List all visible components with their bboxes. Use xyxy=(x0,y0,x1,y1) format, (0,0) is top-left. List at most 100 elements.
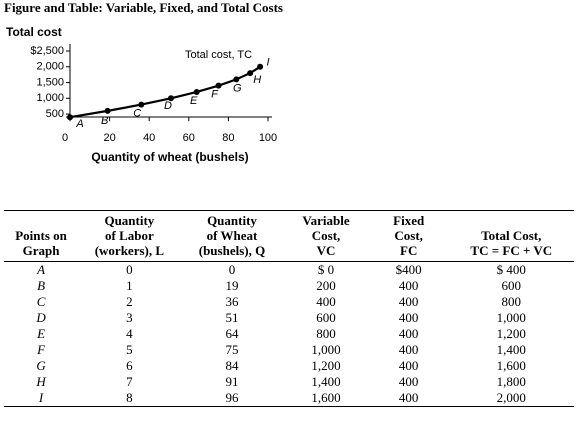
table-cell: 51 xyxy=(225,310,239,325)
table-cell: 1,000 xyxy=(496,310,526,325)
table-cell: 19 xyxy=(225,278,239,293)
point xyxy=(247,70,254,77)
table-cell: 91 xyxy=(225,374,239,389)
table-cell: 400 xyxy=(398,310,419,325)
header-line: Variable xyxy=(302,213,350,228)
table-cell: 200 xyxy=(316,278,336,293)
point-label: C xyxy=(133,107,141,119)
table-cell: 800 xyxy=(316,326,336,341)
table-row: D 3 51 600 400 1,000 xyxy=(4,310,574,326)
table-cell: 2,000 xyxy=(496,390,526,405)
table-cell: 4 xyxy=(126,326,133,341)
table-cell: $400 xyxy=(395,262,422,277)
header-line: Cost, xyxy=(311,228,341,243)
x-tick-label: 0 xyxy=(62,132,68,144)
header-cell: Fixed Cost, FC xyxy=(368,210,449,262)
table-cell: 400 xyxy=(398,374,419,389)
table-cell: 96 xyxy=(225,390,239,405)
table-cell: 1,400 xyxy=(496,342,526,357)
table-cell: I xyxy=(38,390,44,405)
point xyxy=(167,95,174,102)
y-tick-label: 500 xyxy=(46,108,64,120)
header-line: VC xyxy=(316,243,336,258)
point xyxy=(215,82,222,89)
header-cell: Variable Cost, VC xyxy=(283,210,369,262)
y-axis-label: Total cost xyxy=(6,25,62,39)
header-line: Points on xyxy=(15,228,67,243)
header-cell: Quantity of Wheat (bushels), Q xyxy=(180,210,284,262)
x-tick-label: 20 xyxy=(103,132,115,144)
x-axis-label: Quantity of wheat (bushels) xyxy=(91,150,248,164)
header-line: Fixed xyxy=(393,213,425,228)
table-cell: 75 xyxy=(225,342,239,357)
header-line: Quantity xyxy=(207,213,257,228)
table-cell: 7 xyxy=(126,374,133,389)
table-cell: 6 xyxy=(126,358,133,373)
table-cell: 1,400 xyxy=(311,374,341,389)
table-cell: 600 xyxy=(316,310,336,325)
header-line: Total Cost, xyxy=(481,228,542,243)
header-line: FC xyxy=(400,243,418,258)
point-label: D xyxy=(164,100,172,112)
chart: Figure and Table: Variable, Fixed, and T… xyxy=(4,0,283,164)
point-label: B xyxy=(101,115,108,127)
point-label: H xyxy=(253,74,261,86)
table-cell: 64 xyxy=(225,326,239,341)
table-cell: 8 xyxy=(126,390,133,405)
table-cell: 1,600 xyxy=(496,358,526,373)
table-cell: 0 xyxy=(228,262,236,277)
header-line: Quantity xyxy=(104,213,155,228)
table-cell: 400 xyxy=(316,294,336,309)
table-cell: 1,600 xyxy=(311,390,341,405)
figure-title: Figure and Table: Variable, Fixed, and T… xyxy=(4,0,283,15)
table-cell: E xyxy=(37,326,46,341)
header-line: TC = FC + VC xyxy=(470,243,553,258)
y-tick-label: 1,500 xyxy=(36,76,64,88)
table-cell: $ 400 xyxy=(496,262,526,277)
x-tick-label: 100 xyxy=(259,132,277,144)
table-cell: B xyxy=(37,278,46,293)
header-cell: Total Cost, TC = FC + VC xyxy=(448,210,574,262)
header-line: (bushels), Q xyxy=(198,243,266,258)
table-row: H 7 91 1,400 400 1,800 xyxy=(4,374,574,390)
table-cell: 400 xyxy=(398,358,419,373)
table-row: A 0 0 $ 0 $400 $ 400 xyxy=(4,262,574,279)
x-tick-label: 80 xyxy=(222,132,234,144)
table-cell: C xyxy=(36,294,46,309)
table-cell: A xyxy=(37,262,46,277)
table-cell: 600 xyxy=(501,278,522,293)
y-tick-label: $2,500 xyxy=(30,45,64,57)
point xyxy=(104,107,111,114)
point-label: F xyxy=(211,89,219,101)
x-tick-label: 40 xyxy=(143,132,155,144)
point xyxy=(233,76,240,83)
annotation: Total cost, TC xyxy=(185,49,252,61)
table-cell: H xyxy=(36,374,46,389)
point-label: G xyxy=(233,82,242,94)
header-cell: Quantity of Labor (workers), L xyxy=(78,210,181,262)
table-cell: F xyxy=(37,342,46,357)
table-cell: 5 xyxy=(126,342,133,357)
header-cell: Points on Graph xyxy=(4,210,79,262)
table-cell: 400 xyxy=(398,278,419,293)
table-cell: 400 xyxy=(398,326,419,341)
header-line: (workers), L xyxy=(94,243,165,258)
point xyxy=(67,114,73,121)
point-label: A xyxy=(75,118,83,130)
table-cell: 400 xyxy=(398,294,419,309)
table-cell: 400 xyxy=(398,390,419,405)
table-cell: 1,200 xyxy=(496,326,526,341)
table-cell: $ 0 xyxy=(317,262,335,277)
table-cell: 84 xyxy=(225,358,239,373)
table-row: C 2 36 400 400 800 xyxy=(4,294,574,310)
point-label: I xyxy=(267,57,270,69)
y-tick-label: 2,000 xyxy=(36,61,64,73)
point xyxy=(193,88,200,95)
table-row: B 1 19 200 400 600 xyxy=(4,278,574,294)
point-label: E xyxy=(190,95,198,107)
header-line: Graph xyxy=(22,243,60,258)
table-cell: 1,200 xyxy=(311,358,341,373)
table-cell: 1,000 xyxy=(311,342,341,357)
table-cell: 1 xyxy=(126,278,133,293)
